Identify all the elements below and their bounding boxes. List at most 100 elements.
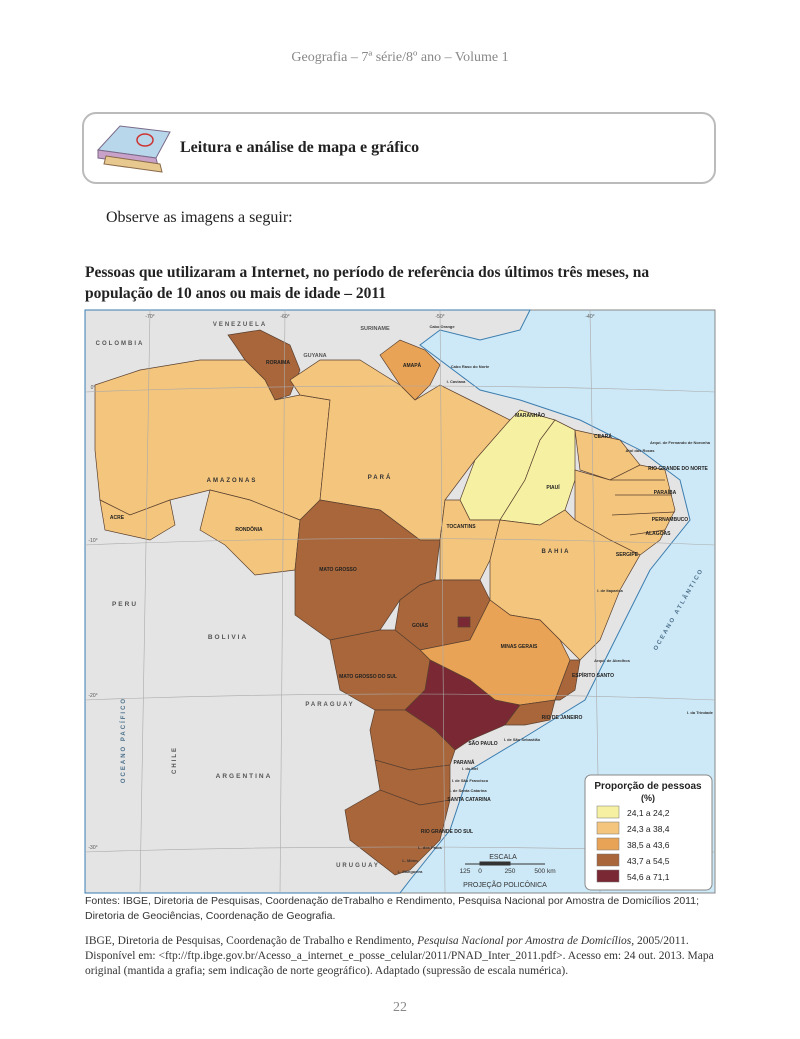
- map-label: Cabo Raso do Norte: [451, 364, 490, 369]
- map-label: Arqui. de Abrolhos: [594, 658, 631, 663]
- map: [84, 309, 716, 894]
- legend-swatch: [596, 837, 620, 851]
- map-label: MATO GROSSO DO SUL: [339, 674, 397, 680]
- map-label: PARANÁ: [453, 759, 474, 766]
- scale-title: ESCALA: [489, 854, 517, 861]
- section-title: Leitura e análise de mapa e gráfico: [180, 139, 420, 156]
- map-label: ALAGOAS: [646, 531, 672, 537]
- scale-bar: [465, 861, 545, 866]
- map-label: MARANHÃO: [515, 412, 545, 419]
- map-label: I. da Trindade: [687, 710, 714, 715]
- legend-label: 38,5 a 43,6: [627, 840, 670, 850]
- map-label: Cabo Orange: [429, 324, 455, 329]
- map-label: PARAÍBA: [654, 488, 677, 496]
- scale-tick-label: 500 km: [534, 868, 555, 875]
- section-box: [82, 112, 716, 184]
- legend-label: 24,1 a 24,2: [627, 808, 670, 818]
- map-label: I. de Itaparica: [597, 588, 623, 593]
- scale-tick-label: 0: [478, 868, 482, 875]
- map-label: ARGENTINA: [216, 773, 273, 780]
- map-label: ESPÍRITO SANTO: [572, 671, 614, 679]
- legend-unit: (%): [641, 793, 655, 803]
- legend-label: 54,6 a 71,1: [627, 872, 670, 882]
- map-label: RIO GRANDE DO NORTE: [648, 466, 708, 472]
- map-label: GOIÁS: [412, 622, 429, 629]
- map-label: RIO GRANDE DO SUL: [421, 829, 473, 835]
- map-label: Atol das Rocas: [626, 448, 656, 453]
- map-label: L. dos Patos: [418, 845, 443, 850]
- map-label: I. de São Francisco: [452, 778, 489, 783]
- map-label: MATO GROSSO: [319, 567, 357, 573]
- map-label: CEARÁ: [594, 433, 612, 440]
- map-label: PERNAMBUCO: [652, 517, 689, 523]
- page-number: 22: [393, 1000, 407, 1015]
- map-label: SÃO PAULO: [468, 740, 497, 747]
- scale-tick-label: 125: [460, 868, 471, 875]
- state: [199, 489, 301, 576]
- legend-swatch: [596, 805, 620, 819]
- map-label: AMAZONAS: [207, 478, 258, 484]
- legend-label: 24,3 a 38,4: [627, 824, 670, 834]
- map-label: PARÁ: [368, 474, 393, 481]
- scale-tick-label: 250: [505, 868, 516, 875]
- state: [457, 616, 471, 628]
- map-label: PARAGUAY: [305, 702, 354, 708]
- map-label: CHILE: [172, 746, 178, 774]
- state: [99, 499, 176, 541]
- map-label: RORAIMA: [266, 360, 290, 366]
- coordinate-label: -40°: [585, 314, 594, 320]
- coordinate-label: -50°: [435, 314, 444, 320]
- map-label: VENEZUELA: [213, 322, 267, 328]
- state: [227, 329, 301, 401]
- state: [504, 699, 556, 726]
- map-label: RONDÔNIA: [235, 525, 263, 533]
- coordinate-label: -20°: [88, 693, 97, 699]
- map-label: SURINAME: [360, 326, 390, 332]
- intro-text: Observe as imagens a seguir:: [106, 209, 293, 226]
- state: [404, 659, 521, 751]
- citation-text: 2005/2011. Disponível em: <ftp://ftp.ibg…: [85, 935, 714, 977]
- map-label: BOLIVIA: [208, 634, 248, 641]
- legend-swatch: [596, 821, 620, 835]
- coordinate-label: 0°: [91, 385, 96, 391]
- map-sources: Fontes: IBGE, Diretoria de Pesquisas, Co…: [85, 895, 699, 922]
- legend-title: Proporção de pessoas: [594, 781, 702, 792]
- projection-label: PROJEÇÃO POLICÔNICA: [463, 880, 547, 889]
- map-label: PIAUÍ: [546, 483, 560, 491]
- map-label: SANTA CATARINA: [447, 797, 491, 803]
- map-label: I. do Mel: [462, 766, 478, 771]
- map-label: ACRE: [110, 515, 125, 521]
- state: [344, 789, 451, 876]
- map-label: AMAPÁ: [403, 362, 422, 369]
- map-label: URUGUAY: [336, 863, 380, 869]
- map-label: GUYANA: [303, 353, 326, 359]
- book-icon: [96, 125, 171, 173]
- legend-swatch: [596, 869, 620, 883]
- legend-swatch: [596, 853, 620, 867]
- legend-label: 43,7 a 54,5: [627, 856, 670, 866]
- map-label: MINAS GERAIS: [501, 644, 538, 650]
- citation-text: IBGE, Diretoria de Pesquisas, Coordenaçã…: [85, 935, 418, 947]
- citation: IBGE, Diretoria de Pesquisas, Coordenaçã…: [85, 934, 720, 979]
- map-label: Arqui. de Fernando de Noronha: [650, 440, 711, 445]
- map-label: SERGIPE: [616, 552, 639, 558]
- map-label: I. Caviana: [447, 379, 466, 384]
- coordinate-label: -10°: [88, 538, 97, 544]
- coordinate-label: -70°: [145, 314, 154, 320]
- map-label: RIO DE JANEIRO: [542, 715, 583, 721]
- map-label: PERU: [112, 601, 138, 608]
- map-label: TOCANTINS: [446, 524, 476, 530]
- map-label: I. de Santa Catarina: [449, 788, 487, 793]
- citation-italic: Pesquisa Nacional por Amostra de Domicíl…: [417, 935, 635, 947]
- coordinate-label: -30°: [88, 845, 97, 851]
- map-label: BAHIA: [542, 549, 571, 555]
- map-title: Pessoas que utilizaram a Internet, no pe…: [85, 264, 650, 302]
- coordinate-label: -60°: [280, 314, 289, 320]
- map-label: OCEANO PACÍFICO: [119, 697, 127, 783]
- map-label: I. de São Sebastião: [504, 737, 541, 742]
- running-header: Geografia – 7ª série/8º ano – Volume 1: [291, 50, 509, 65]
- state: [554, 659, 581, 701]
- map-label: COLOMBIA: [96, 341, 145, 347]
